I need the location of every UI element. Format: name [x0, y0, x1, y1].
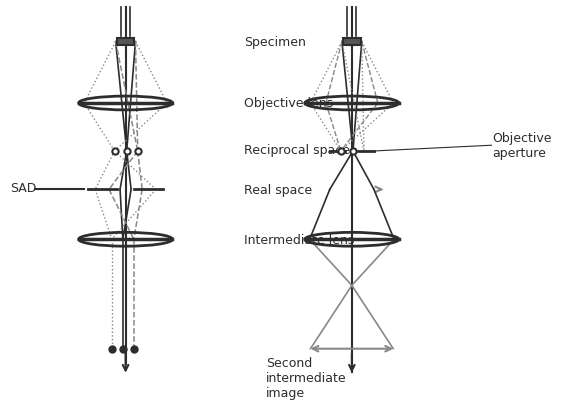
Text: Reciprocal space: Reciprocal space	[244, 143, 351, 156]
Text: SAD: SAD	[10, 182, 36, 194]
Text: Real space: Real space	[244, 183, 312, 196]
Bar	[343, 39, 361, 46]
Text: Second
intermediate
image: Second intermediate image	[266, 357, 347, 400]
Text: Intermediate lens: Intermediate lens	[244, 233, 354, 246]
Text: Objective lens: Objective lens	[244, 97, 333, 110]
Text: Specimen: Specimen	[244, 36, 306, 49]
Text: Objective
aperture: Objective aperture	[493, 132, 552, 160]
Bar	[117, 39, 134, 46]
